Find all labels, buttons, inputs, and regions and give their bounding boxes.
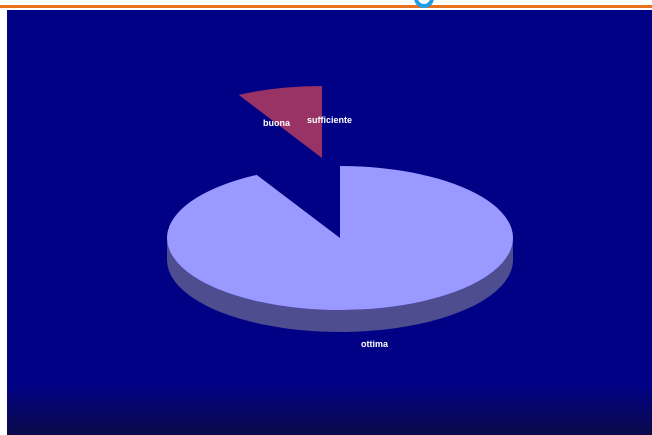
- label-sufficiente: sufficiente: [307, 115, 352, 125]
- pie-chart: ottima buona sufficiente: [7, 10, 652, 435]
- pie-slice-ottima: [167, 166, 514, 310]
- pie-slice-buona: [238, 86, 322, 158]
- label-buona: buona: [263, 118, 291, 128]
- chart-area: ottima buona sufficiente: [7, 10, 652, 435]
- pie-slice-ottima-rim: [167, 239, 513, 332]
- pie-sides: [167, 239, 513, 332]
- pie-tops: [167, 86, 514, 310]
- pie-slice-ottima-side: [167, 239, 513, 332]
- top-accent-bar: [0, 0, 652, 8]
- label-ottima: ottima: [361, 339, 389, 349]
- clipped-logo-icon: [414, 0, 434, 8]
- pie-labels: ottima buona sufficiente: [263, 115, 389, 349]
- chart-background: [7, 10, 652, 435]
